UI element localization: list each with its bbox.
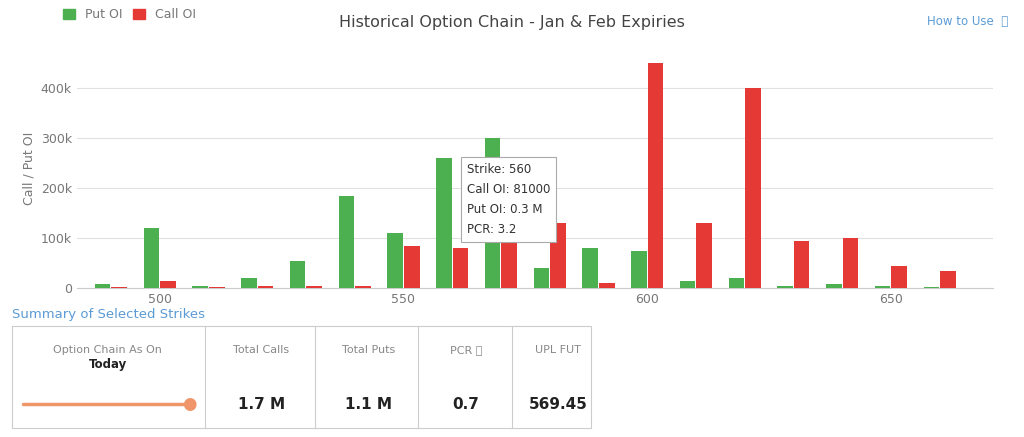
Bar (241, 278, 257, 288)
Legend: Put OI, Call OI: Put OI, Call OI (62, 8, 196, 21)
Bar (843, 238, 858, 288)
Bar (777, 286, 793, 288)
Bar (436, 158, 452, 288)
Bar (680, 281, 695, 288)
Bar (484, 138, 501, 288)
Bar (193, 286, 208, 288)
Text: 0.7: 0.7 (453, 397, 479, 412)
Bar (387, 233, 402, 288)
Text: Strike: 560
Call OI: 81000
Put OI: 0.3 M
PCR: 3.2: Strike: 560 Call OI: 81000 Put OI: 0.3 M… (467, 163, 550, 236)
Bar (728, 278, 744, 288)
Bar (258, 286, 273, 288)
Text: PCR ⓘ: PCR ⓘ (450, 346, 482, 355)
Bar (892, 266, 907, 288)
Bar (209, 287, 224, 288)
Bar (403, 246, 420, 288)
Text: Today: Today (88, 358, 127, 371)
Bar (453, 248, 468, 288)
Bar (874, 286, 891, 288)
Bar (95, 284, 111, 288)
Bar (160, 281, 176, 288)
Bar (940, 271, 955, 288)
Text: Total Calls: Total Calls (233, 346, 289, 355)
Text: Historical Option Chain - Jan & Feb Expiries: Historical Option Chain - Jan & Feb Expi… (339, 15, 685, 30)
Text: Summary of Selected Strikes: Summary of Selected Strikes (12, 308, 205, 321)
Bar (794, 241, 810, 288)
Bar (355, 286, 371, 288)
Text: Option Chain As On: Option Chain As On (53, 346, 162, 355)
Bar (339, 196, 354, 288)
Text: ●: ● (182, 395, 197, 413)
Bar (696, 223, 712, 288)
Bar (647, 63, 664, 288)
Bar (550, 223, 565, 288)
Text: How to Use  ⓘ: How to Use ⓘ (928, 15, 1009, 28)
Bar (290, 261, 305, 288)
Text: Total Puts: Total Puts (342, 346, 395, 355)
Text: 569.45: 569.45 (528, 397, 588, 412)
Bar (143, 228, 159, 288)
Text: 1.1 M: 1.1 M (345, 397, 392, 412)
Bar (112, 287, 127, 288)
Bar (745, 88, 761, 288)
Bar (502, 208, 517, 288)
Bar (583, 248, 598, 288)
Text: 1.7 M: 1.7 M (238, 397, 285, 412)
Text: UPL FUT: UPL FUT (536, 346, 581, 355)
Bar (924, 287, 939, 288)
Y-axis label: Call / Put OI: Call / Put OI (23, 132, 35, 205)
Bar (306, 286, 322, 288)
Bar (826, 284, 842, 288)
Bar (599, 284, 614, 288)
Bar (534, 268, 549, 288)
Bar (631, 251, 647, 288)
